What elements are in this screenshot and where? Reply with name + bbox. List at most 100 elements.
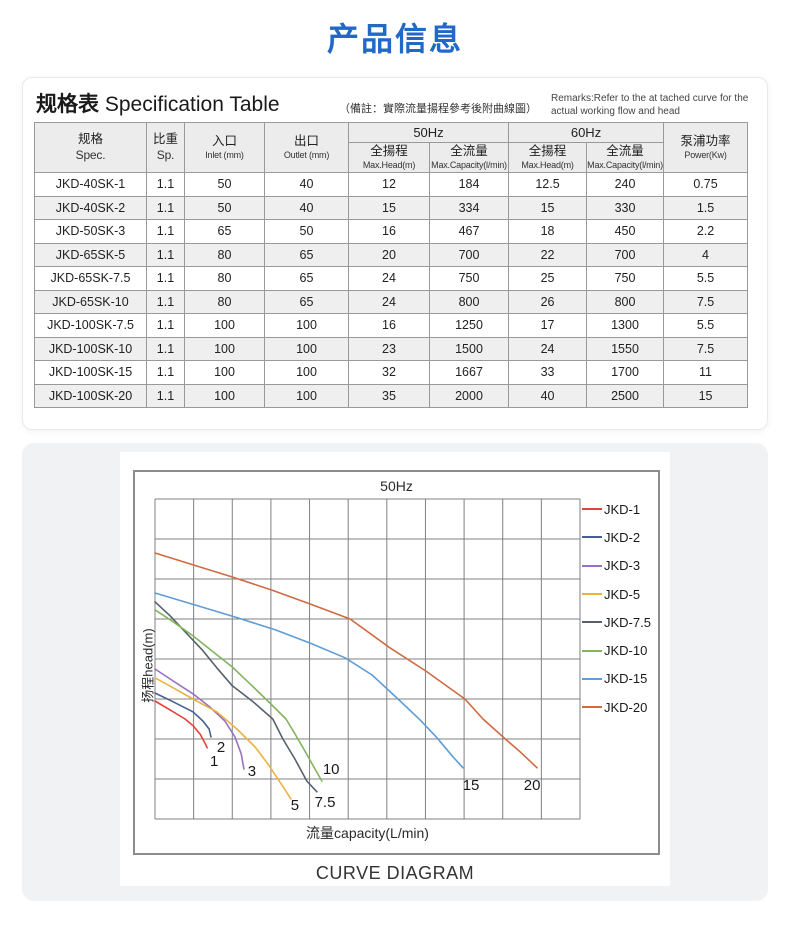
legend-line-icon: [582, 508, 602, 511]
table-row: JKD-65SK-7.5 1.1 80 65 24 750 25 750 5.5: [34, 266, 749, 291]
legend-item-jkd-20: JKD-20: [582, 693, 651, 721]
legend-line-icon: [582, 649, 602, 652]
value-cell: 1300: [586, 313, 665, 338]
value-cell: 184: [428, 172, 510, 197]
curve-jkd-5: [154, 677, 292, 800]
value-cell: 12.5: [508, 172, 588, 197]
value-cell: 100: [264, 360, 349, 385]
legend-item-jkd-15: JKD-15: [582, 665, 651, 693]
value-cell: 1.1: [146, 219, 185, 244]
spec-cell: JKD-40SK-2: [34, 195, 147, 220]
col-header-power: 泵浦功率 Power(Kw): [663, 122, 749, 173]
value-cell: 450: [586, 219, 665, 244]
value-cell: 12: [348, 172, 430, 197]
value-cell: 65: [264, 266, 349, 291]
value-cell: 80: [184, 266, 265, 291]
spec-cell: JKD-100SK-10: [34, 336, 147, 361]
page-title: 产品信息: [326, 21, 463, 57]
legend-line-icon: [582, 536, 602, 539]
value-cell: 65: [264, 242, 349, 267]
col-header-outlet: 出口 Outlet (mm): [264, 122, 349, 173]
spec-table-note: （備註：實際流量揚程參考後附曲線圖）: [339, 103, 537, 115]
legend-label: JKD-15: [604, 671, 648, 687]
spec-table-remarks: Remarks:Refer to the at tached curve for…: [551, 92, 756, 118]
value-cell: 35: [348, 383, 430, 408]
spec-table: 规格 Spec. 比重 Sp. 入口 Inlet (mm) 出口 Outlet …: [34, 122, 749, 408]
value-cell: 50: [184, 172, 265, 197]
curve-diagram-card: 1 2 3 5 7.5 10 15 20 50Hz 流量capacity(L/min) 扬程h…: [22, 443, 768, 901]
legend-item-jkd-1: JKD-1: [582, 495, 651, 523]
spec-cell: JKD-65SK-10: [34, 289, 147, 314]
curve-end-label-2: 2: [217, 739, 225, 756]
value-cell: 4: [663, 242, 749, 267]
col-header-spec: 规格 Spec.: [34, 122, 147, 173]
value-cell: 17: [508, 313, 588, 338]
curve-end-label-5: 5: [291, 797, 299, 814]
value-cell: 24: [348, 266, 430, 291]
value-cell: 24: [508, 336, 588, 361]
curve-end-label-10: 10: [323, 761, 340, 778]
value-cell: 1250: [428, 313, 510, 338]
value-cell: 26: [508, 289, 588, 314]
value-cell: 334: [428, 195, 510, 220]
curve-end-label-20: 20: [524, 777, 541, 794]
value-cell: 33: [508, 360, 588, 385]
value-cell: 467: [428, 219, 510, 244]
curve-plot: 12 3 5 7.5 10 15 20: [154, 498, 581, 820]
col-header-50hz-capacity: 全流量 Max.Capacity(l/min): [428, 142, 510, 173]
value-cell: 1.1: [146, 383, 185, 408]
table-row: JKD-100SK-10 1.1 100 100 23 1500 24 1550 7.5: [34, 336, 749, 361]
remarks-line2: actual working flow and head: [551, 106, 680, 117]
value-cell: 100: [184, 383, 265, 408]
value-cell: 25: [508, 266, 588, 291]
value-cell: 24: [348, 289, 430, 314]
spec-cell: JKD-65SK-7.5: [34, 266, 147, 291]
legend-label: JKD-5: [604, 586, 641, 602]
value-cell: 240: [586, 172, 665, 197]
value-cell: 1.1: [146, 242, 185, 267]
legend-line-icon: [582, 621, 602, 624]
value-cell: 100: [264, 313, 349, 338]
value-cell: 1.1: [146, 266, 185, 291]
value-cell: 15: [663, 383, 749, 408]
legend-item-jkd-7.5: JKD-7.5: [582, 608, 651, 636]
legend-line-icon: [582, 593, 602, 596]
value-cell: 1667: [428, 360, 510, 385]
value-cell: 700: [428, 242, 510, 267]
legend-label: JKD-2: [604, 529, 641, 545]
value-cell: 11: [663, 360, 749, 385]
curve-diagram-caption: CURVE DIAGRAM: [315, 863, 475, 883]
curve-jkd-10: [154, 609, 323, 782]
value-cell: 2500: [586, 383, 665, 408]
value-cell: 5.5: [663, 266, 749, 291]
curve-jkd-20: [154, 552, 538, 769]
value-cell: 1.1: [146, 172, 185, 197]
chart-title: 50Hz: [380, 478, 413, 494]
legend-label: JKD-20: [604, 699, 648, 715]
value-cell: 15: [348, 195, 430, 220]
legend-line-icon: [582, 706, 602, 709]
legend-label: JKD-3: [604, 558, 641, 574]
curve-jkd-2: [154, 692, 212, 738]
y-axis-label: 扬程head(m): [140, 628, 156, 703]
table-row: JKD-40SK-1 1.1 50 40 12 184 12.5 240 0.75: [34, 172, 749, 197]
value-cell: 15: [508, 195, 588, 220]
value-cell: 1500: [428, 336, 510, 361]
value-cell: 100: [264, 336, 349, 361]
spec-table-heading-zh: 规格表: [36, 93, 99, 116]
value-cell: 5.5: [663, 313, 749, 338]
value-cell: 80: [184, 289, 265, 314]
col-header-60hz-head: 全揚程 Max.Head(m): [508, 142, 588, 173]
curve-end-label-3: 3: [248, 763, 256, 780]
value-cell: 16: [348, 219, 430, 244]
table-row: JKD-65SK-10 1.1 80 65 24 800 26 800 7.5: [34, 289, 749, 314]
value-cell: 1.5: [663, 195, 749, 220]
value-cell: 2000: [428, 383, 510, 408]
value-cell: 22: [508, 242, 588, 267]
curve-end-label-7.5: 7.5: [315, 794, 336, 811]
value-cell: 80: [184, 242, 265, 267]
legend-label: JKD-7.5: [604, 614, 651, 630]
legend-item-jkd-5: JKD-5: [582, 580, 651, 608]
value-cell: 1700: [586, 360, 665, 385]
value-cell: 1.1: [146, 195, 185, 220]
